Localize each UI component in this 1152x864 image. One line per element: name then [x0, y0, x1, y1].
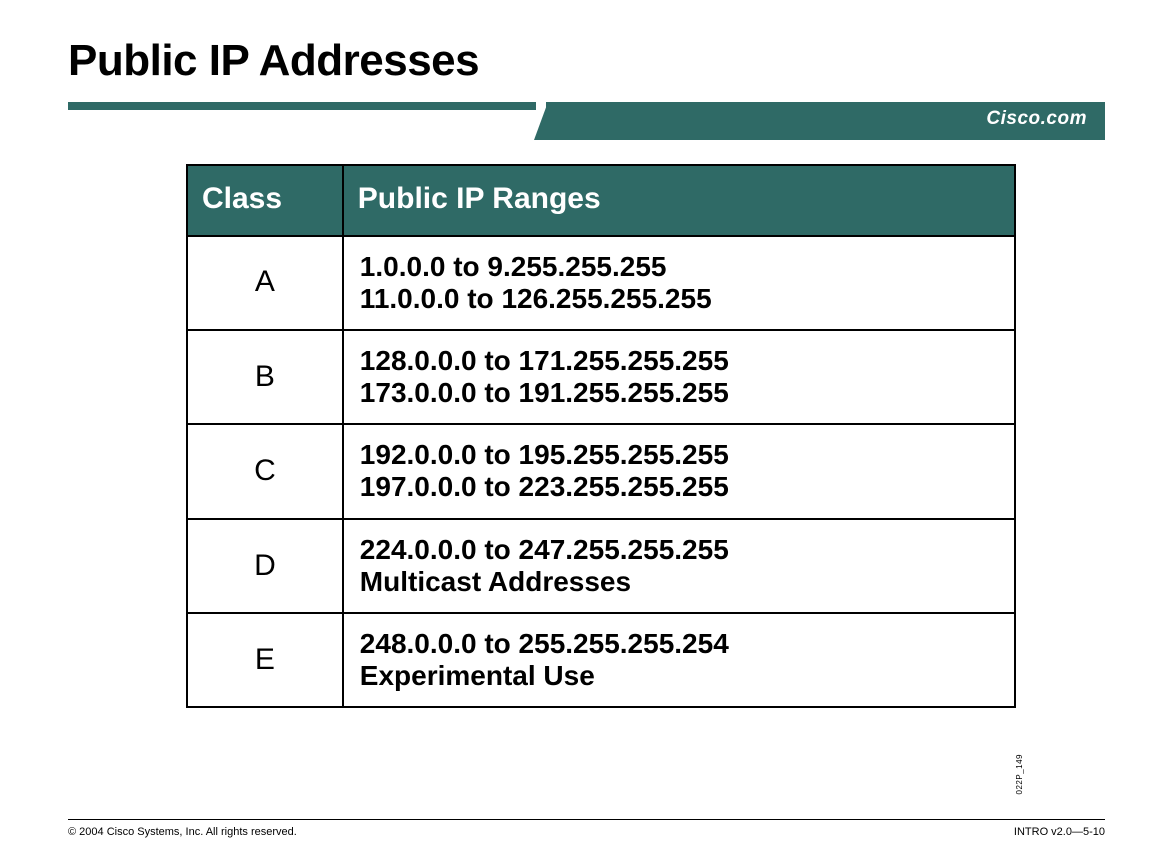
- slide-number: INTRO v2.0—5-10: [1014, 826, 1105, 838]
- range-line: 11.0.0.0 to 126.255.255.255: [360, 283, 712, 314]
- range-cell: 1.0.0.0 to 9.255.255.255 11.0.0.0 to 126…: [343, 236, 1015, 330]
- range-line: 248.0.0.0 to 255.255.255.254: [360, 628, 729, 659]
- range-line: Multicast Addresses: [360, 566, 631, 597]
- header-bar-thin: [68, 102, 536, 110]
- range-line: 192.0.0.0 to 195.255.255.255: [360, 439, 729, 470]
- copyright: © 2004 Cisco Systems, Inc. All rights re…: [68, 826, 297, 838]
- footer: © 2004 Cisco Systems, Inc. All rights re…: [68, 819, 1105, 838]
- header-bar: Cisco.com: [68, 102, 1105, 142]
- table-row: A 1.0.0.0 to 9.255.255.255 11.0.0.0 to 1…: [187, 236, 1015, 330]
- class-cell: B: [187, 330, 343, 424]
- range-cell: 248.0.0.0 to 255.255.255.254 Experimenta…: [343, 613, 1015, 707]
- table-row: B 128.0.0.0 to 171.255.255.255 173.0.0.0…: [187, 330, 1015, 424]
- class-cell: E: [187, 613, 343, 707]
- range-line: 224.0.0.0 to 247.255.255.255: [360, 534, 729, 565]
- range-line: 197.0.0.0 to 223.255.255.255: [360, 471, 729, 502]
- range-line: Experimental Use: [360, 660, 595, 691]
- table-row: D 224.0.0.0 to 247.255.255.255 Multicast…: [187, 519, 1015, 613]
- range-line: 128.0.0.0 to 171.255.255.255: [360, 345, 729, 376]
- class-cell: C: [187, 424, 343, 518]
- table-row: C 192.0.0.0 to 195.255.255.255 197.0.0.0…: [187, 424, 1015, 518]
- range-cell: 128.0.0.0 to 171.255.255.255 173.0.0.0 t…: [343, 330, 1015, 424]
- slide: Public IP Addresses Cisco.com Class Publ…: [0, 0, 1152, 864]
- range-line: 173.0.0.0 to 191.255.255.255: [360, 377, 729, 408]
- col-header-class: Class: [187, 165, 343, 236]
- range-cell: 192.0.0.0 to 195.255.255.255 197.0.0.0 t…: [343, 424, 1015, 518]
- brand-label: Cisco.com: [986, 108, 1087, 130]
- col-header-ranges: Public IP Ranges: [343, 165, 1015, 236]
- class-cell: D: [187, 519, 343, 613]
- range-cell: 224.0.0.0 to 247.255.255.255 Multicast A…: [343, 519, 1015, 613]
- page-title: Public IP Addresses: [68, 36, 479, 86]
- class-cell: A: [187, 236, 343, 330]
- ip-ranges-table: Class Public IP Ranges A 1.0.0.0 to 9.25…: [186, 164, 1016, 708]
- table-row: E 248.0.0.0 to 255.255.255.254 Experimen…: [187, 613, 1015, 707]
- slide-code: 022P_149: [1015, 754, 1024, 794]
- range-line: 1.0.0.0 to 9.255.255.255: [360, 251, 667, 282]
- table-header-row: Class Public IP Ranges: [187, 165, 1015, 236]
